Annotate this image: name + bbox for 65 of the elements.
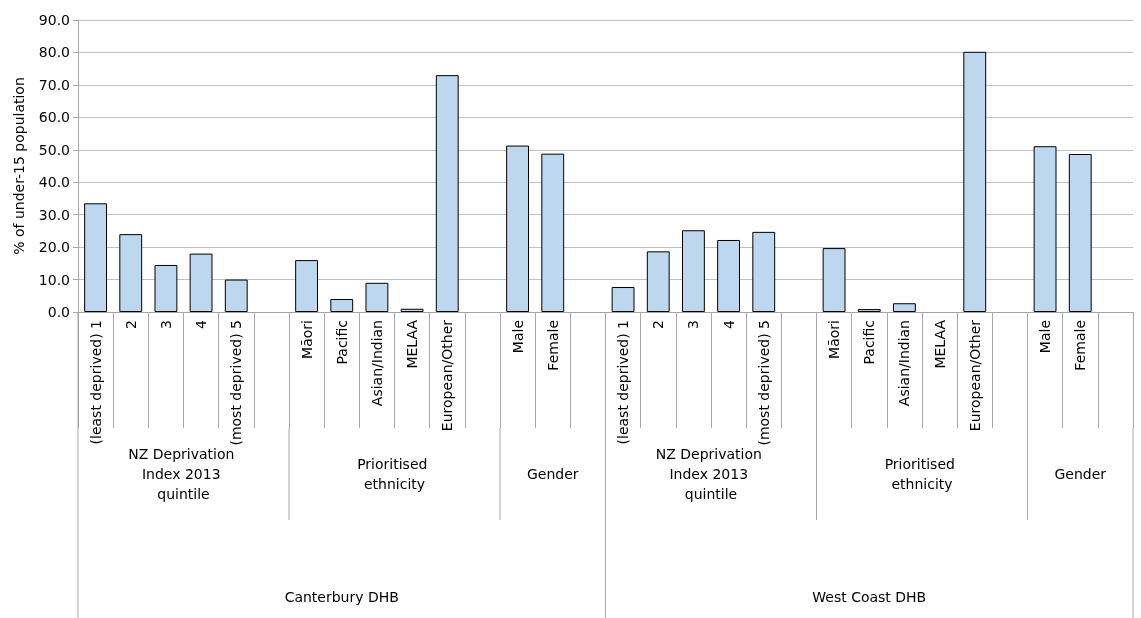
y-tick-label: 90.0 [38, 12, 70, 28]
x-tick-label: Pacific [861, 320, 878, 365]
x-tick-label: 4 [193, 319, 210, 329]
text: Gender [1054, 466, 1107, 482]
x-tick-label: 2 [650, 320, 667, 329]
y-tick-label: 0.0 [47, 304, 70, 320]
x-tick-label: 3 [157, 320, 174, 329]
bar [506, 145, 530, 312]
x-tick-label: European/Other [439, 319, 456, 432]
x-tick-label: MELAA [931, 319, 948, 369]
x-tick-label: (most deprived) 5 [755, 320, 772, 446]
y-tick-label: 30.0 [38, 206, 70, 223]
y-tick-label: 50.0 [38, 141, 70, 158]
x-tick-label: Māori [298, 320, 315, 359]
bar [963, 51, 987, 312]
text: Prioritised ethnicity [357, 456, 432, 492]
text: Canterbury DHB [284, 589, 399, 605]
x-tick-label: 4 [720, 319, 737, 329]
text: NZ Deprivation Index 2013 quintile [128, 446, 239, 502]
y-tick-label: 60.0 [38, 109, 70, 126]
bar [295, 260, 319, 312]
bar [330, 299, 354, 312]
bar [400, 308, 424, 312]
y-tick-label: 10.0 [38, 271, 70, 288]
x-tick-label: (least deprived) 1 [87, 320, 104, 445]
text: Gender [526, 466, 579, 482]
x-tick-label: Male [509, 320, 526, 354]
bar [822, 248, 846, 312]
bar [154, 264, 178, 312]
x-tick-label: Asian/Indian [896, 320, 913, 407]
y-tick-label: 20.0 [38, 239, 70, 256]
x-tick-label: MELAA [404, 319, 421, 369]
bar [752, 231, 776, 312]
y-axis-title: % of under-15 population [11, 77, 27, 255]
text: Prioritised ethnicity [884, 456, 960, 492]
x-tick-label: Female [544, 320, 561, 371]
bar [119, 234, 143, 312]
y-tick-label: 40.0 [38, 174, 70, 191]
y-tick-label: 70.0 [38, 76, 70, 93]
bar [189, 253, 213, 312]
bar [435, 75, 459, 312]
bar [365, 282, 389, 312]
bar [1068, 154, 1092, 312]
x-tick-label: 2 [122, 320, 139, 329]
y-tick-label: 80.0 [38, 44, 70, 61]
x-tick-label: (most deprived) 5 [228, 320, 245, 446]
bar [541, 153, 565, 312]
x-tick-label: Māori [826, 320, 843, 359]
x-tick-label: (least deprived) 1 [615, 320, 632, 445]
bar [717, 239, 741, 312]
bar [1033, 146, 1057, 312]
x-tick-label: Female [1072, 320, 1089, 371]
bar [84, 203, 108, 312]
x-tick-label: European/Other [966, 319, 983, 432]
bar [892, 303, 916, 312]
x-tick-label: 3 [685, 320, 702, 329]
bar [681, 230, 705, 312]
text: West Coast DHB [812, 589, 927, 605]
x-tick-label: Pacific [333, 320, 350, 365]
bar [611, 287, 635, 312]
bar [224, 279, 248, 312]
x-tick-label: Asian/Indian [368, 320, 385, 407]
text: NZ Deprivation Index 2013 quintile [655, 446, 767, 502]
x-tick-label: Male [1037, 320, 1054, 354]
bar [646, 251, 670, 312]
